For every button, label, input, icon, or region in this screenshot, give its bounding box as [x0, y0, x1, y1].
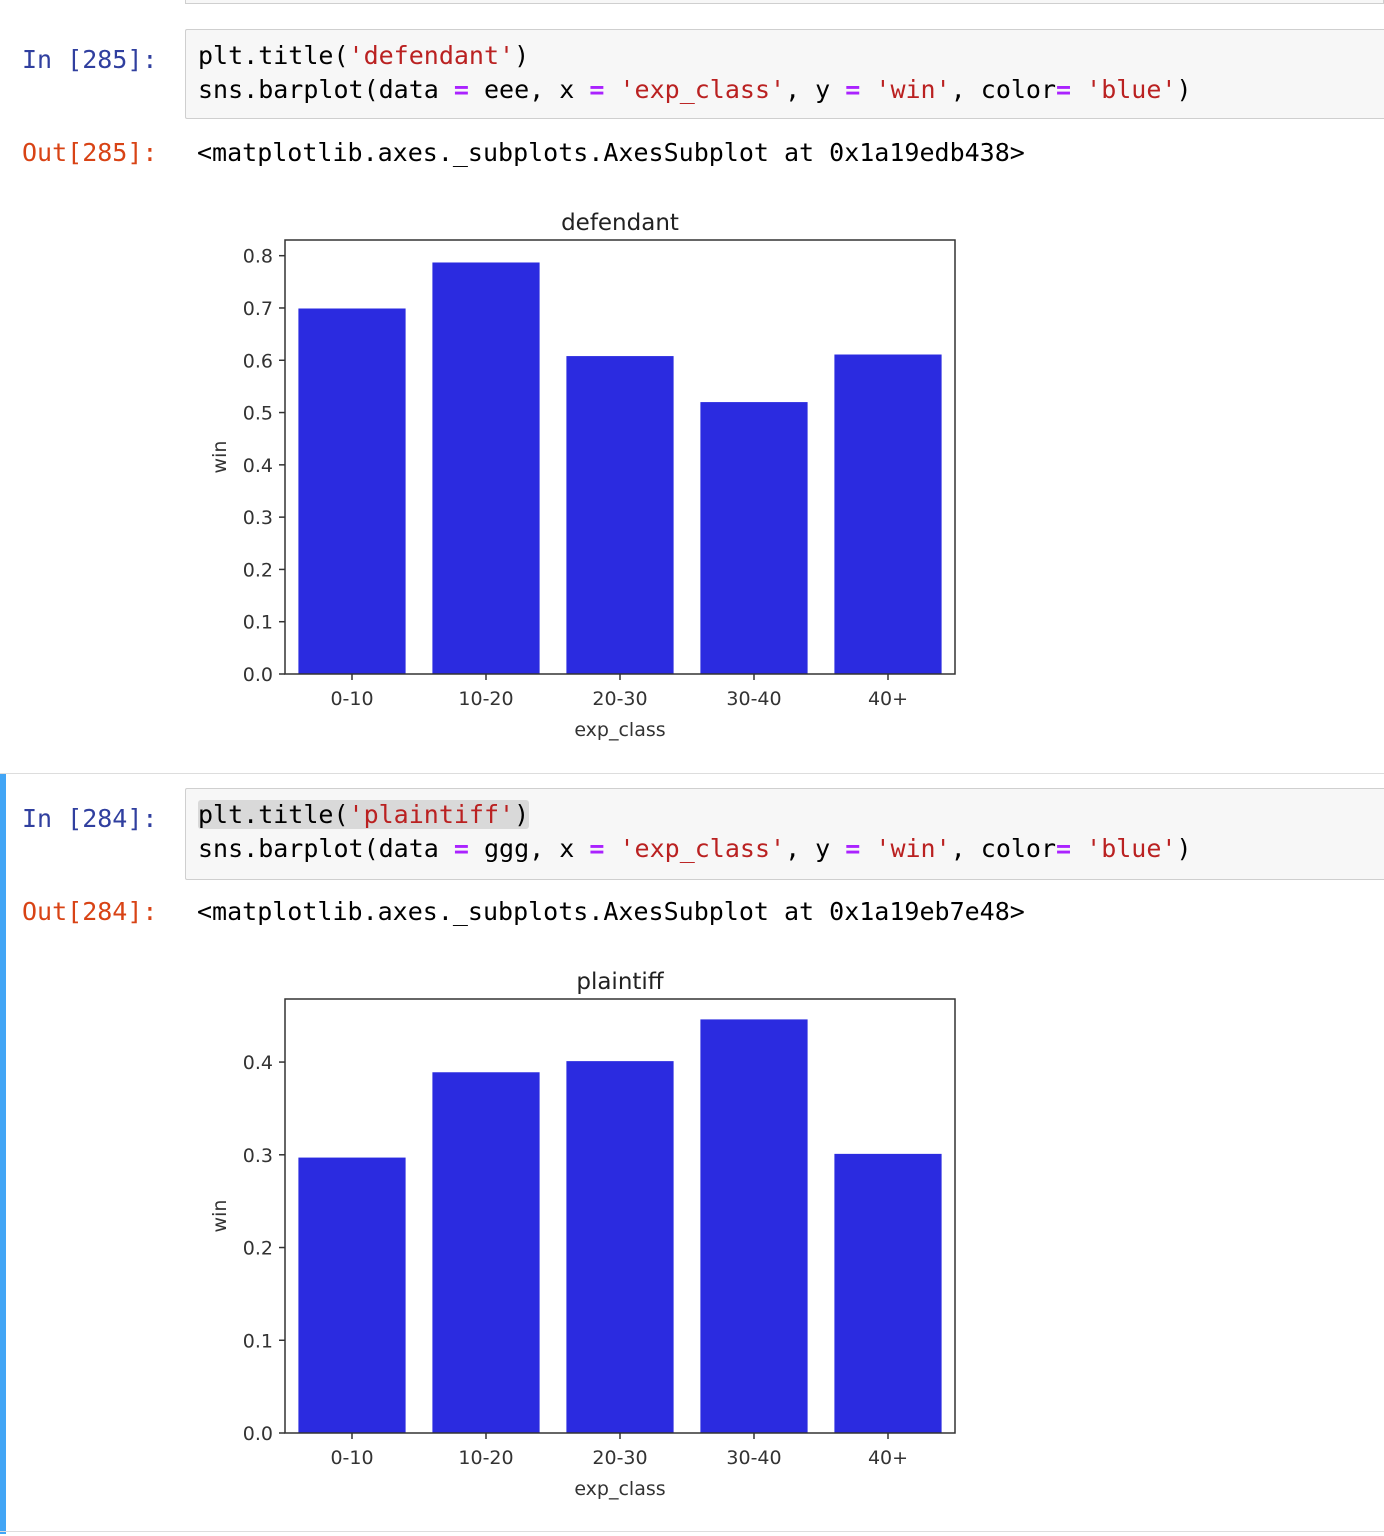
y-tick-label: 0.2 — [243, 1238, 273, 1260]
y-tick-label: 0.4 — [243, 1052, 273, 1074]
code-line: plt.title('plaintiff') — [198, 798, 1372, 832]
y-tick-label: 0.5 — [243, 403, 273, 425]
y-axis-label: win — [209, 1200, 231, 1233]
input-prompt: In [285]: — [22, 45, 158, 74]
output-prompt: Out[284]: — [22, 897, 158, 926]
x-tick-label: 10-20 — [458, 688, 513, 710]
matched-bracket-highlight: plt.title('plaintiff') — [198, 800, 530, 829]
output-text: <matplotlib.axes._subplots.AxesSubplot a… — [197, 897, 1025, 926]
x-tick-label: 20-30 — [592, 1447, 647, 1469]
x-tick-label: 40+ — [868, 1447, 908, 1469]
bar-10-20 — [432, 1072, 540, 1433]
bar-chart-defendant: defendant 0.0 0.1 0.2 0.3 0.4 0.5 0.6 0.7 0.8 0-10… — [209, 210, 956, 741]
y-tick-label: 0.6 — [243, 350, 273, 372]
cell-divider — [0, 1531, 1384, 1532]
code-input-area[interactable]: plt.title('defendant') sns.barplot(data … — [185, 29, 1384, 119]
bar-30-40 — [700, 1019, 808, 1433]
bar-chart-plaintiff: plaintiff 0.0 0.1 0.2 0.3 0.4 0-10 10-20 20-30 30… — [209, 969, 956, 1500]
x-tick-label: 30-40 — [726, 688, 781, 710]
y-tick-label: 0.0 — [243, 1423, 273, 1445]
code-input-area[interactable]: plt.title('plaintiff') sns.barplot(data … — [185, 788, 1384, 880]
y-tick-label: 0.3 — [243, 1145, 273, 1167]
chart-title: plaintiff — [576, 969, 664, 995]
bar-0-10 — [298, 308, 406, 674]
y-tick-label: 0.1 — [243, 1330, 273, 1352]
y-tick-label: 0.2 — [243, 559, 273, 581]
bar-20-30 — [566, 356, 674, 674]
input-prompt: In [284]: — [22, 804, 158, 833]
y-tick-label: 0.3 — [243, 507, 273, 529]
x-tick-label: 0-10 — [330, 688, 373, 710]
code-line: sns.barplot(data = ggg, x = 'exp_class',… — [198, 834, 1192, 863]
x-axis-label: exp_class — [574, 719, 665, 741]
y-tick-label: 0.1 — [243, 612, 273, 634]
selected-cell-indicator — [0, 774, 6, 1534]
code-line: plt.title('defendant') — [198, 41, 530, 70]
bar-30-40 — [700, 402, 808, 674]
bar-40+ — [834, 354, 942, 674]
x-axis-label: exp_class — [574, 1478, 665, 1500]
x-tick-label: 0-10 — [330, 1447, 373, 1469]
output-prompt: Out[285]: — [22, 138, 158, 167]
y-axis-label: win — [209, 441, 231, 474]
y-tick-label: 0.0 — [243, 664, 273, 686]
bar-10-20 — [432, 262, 540, 674]
x-tick-label: 30-40 — [726, 1447, 781, 1469]
chart-title: defendant — [561, 210, 679, 236]
code-line: sns.barplot(data = eee, x = 'exp_class',… — [198, 75, 1192, 104]
bar-0-10 — [298, 1157, 406, 1433]
previous-cell-fragment — [185, 0, 1384, 4]
cell-divider — [0, 773, 1384, 774]
x-tick-label: 10-20 — [458, 1447, 513, 1469]
bar-40+ — [834, 1153, 942, 1433]
x-tick-label: 40+ — [868, 688, 908, 710]
y-tick-label: 0.8 — [243, 246, 273, 268]
output-text: <matplotlib.axes._subplots.AxesSubplot a… — [197, 138, 1025, 167]
y-tick-label: 0.4 — [243, 455, 273, 477]
y-tick-label: 0.7 — [243, 298, 273, 320]
x-tick-label: 20-30 — [592, 688, 647, 710]
bar-20-30 — [566, 1061, 674, 1433]
